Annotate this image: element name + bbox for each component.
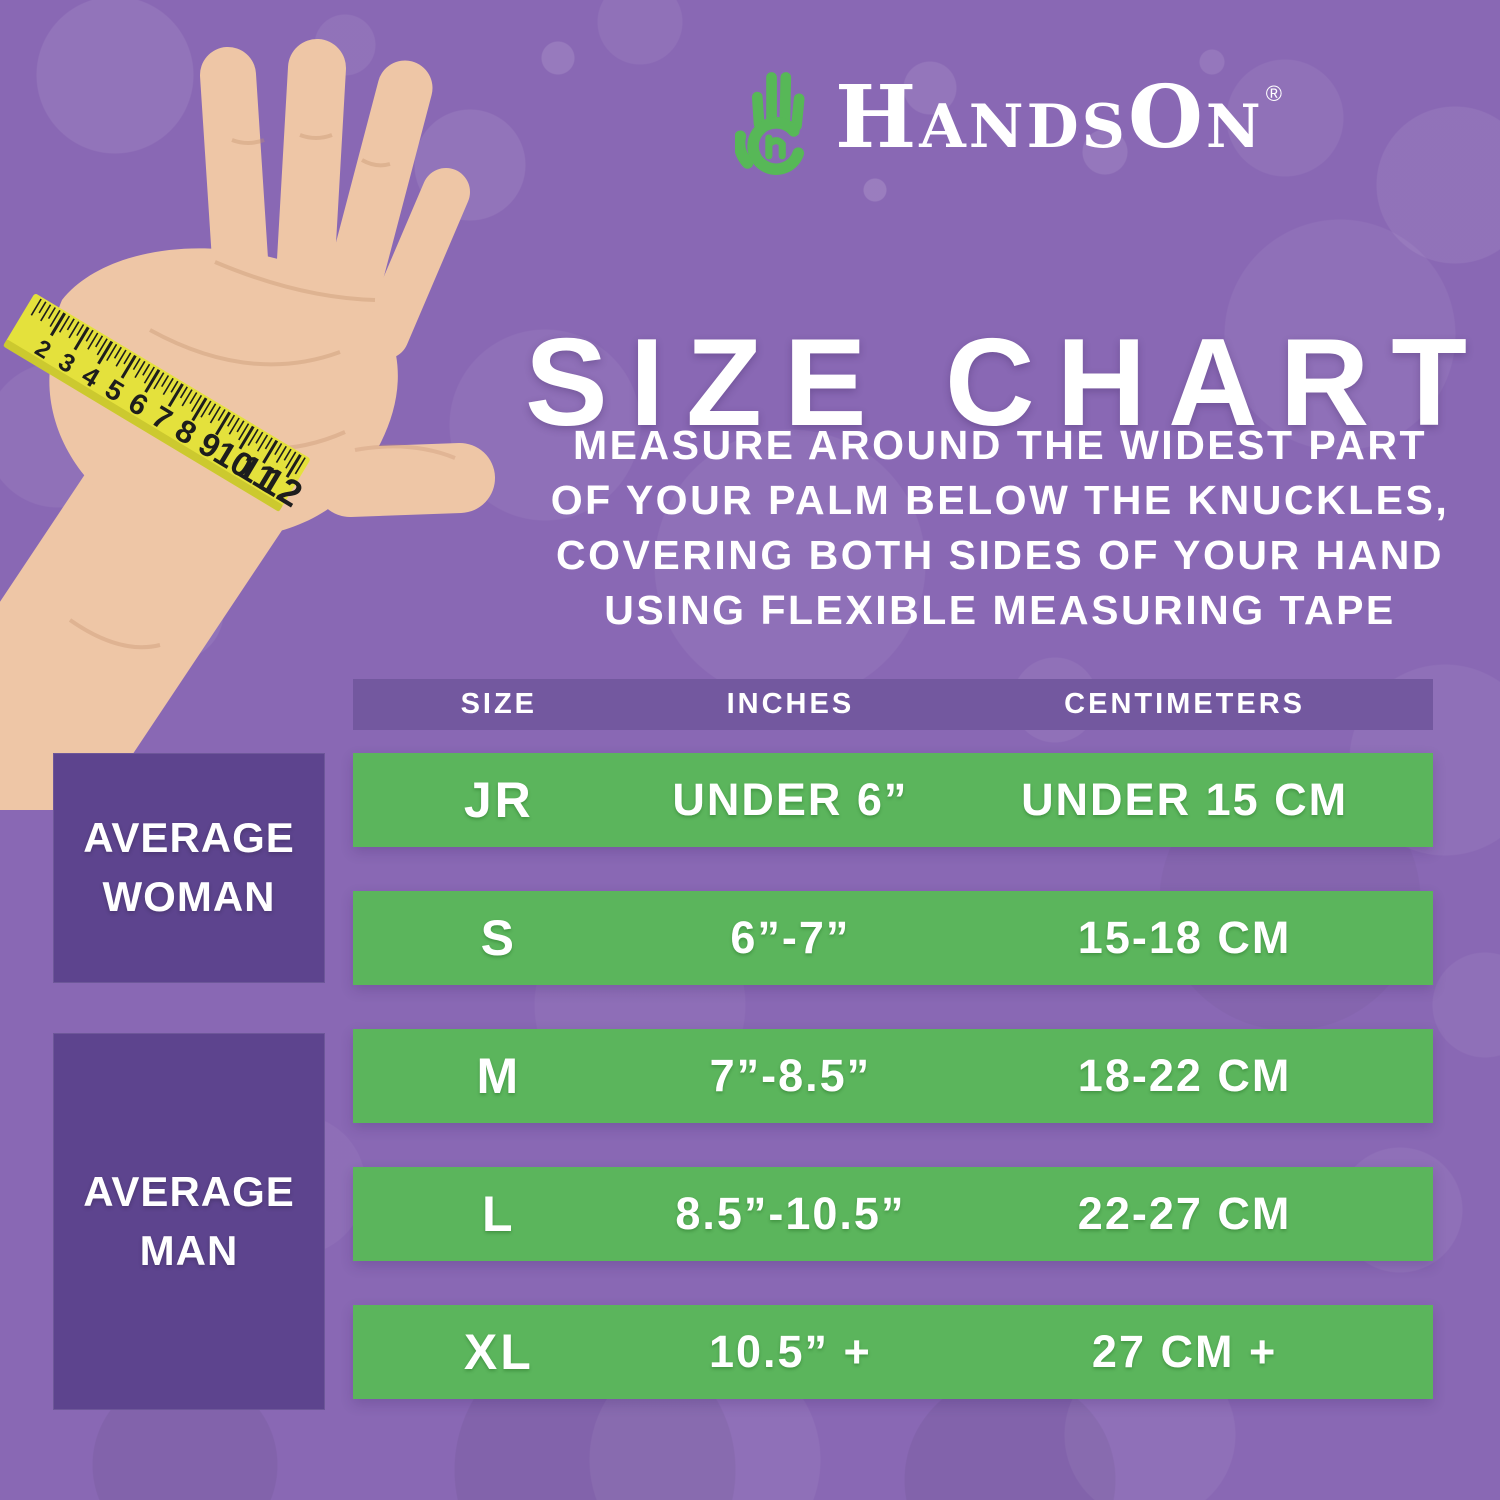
brand-logo: HandsOn ® [735, 55, 1282, 187]
table-header-row: SIZE INCHES CENTIMETERS [353, 679, 1433, 730]
cell-inches: 6”-7” [730, 912, 851, 963]
handson-hand-logo-icon [735, 72, 805, 175]
cell-size: JR [463, 772, 534, 828]
cell-centimeters: 22-27 CM [1077, 1188, 1292, 1239]
group-label-average-woman: AVERAGE WOMAN [53, 753, 325, 983]
palm-shape [49, 248, 398, 539]
cell-centimeters: 27 CM + [1091, 1326, 1278, 1377]
cell-inches: 7”-8.5” [709, 1050, 872, 1101]
measuring-instructions: MEASURE AROUND THE WIDEST PART OF YOUR P… [550, 422, 1450, 633]
cell-size: XL [463, 1324, 534, 1380]
brand-name: HandsOn [835, 67, 1264, 168]
table-row: S 6”-7” 15-18 CM [353, 891, 1433, 985]
thumb-crease [354, 444, 456, 460]
table-row: L 8.5”-10.5” 22-27 CM [353, 1167, 1433, 1261]
cell-centimeters: 18-22 CM [1077, 1050, 1292, 1101]
table-row: XL 10.5” + 27 CM + [353, 1305, 1433, 1399]
column-header-centimeters: CENTIMETERS [1064, 688, 1305, 720]
cell-inches: UNDER 6” [672, 774, 909, 825]
thumb-shape [315, 443, 495, 517]
group-label-average-man: AVERAGE MAN [53, 1033, 325, 1410]
registered-trademark-icon: ® [1265, 81, 1282, 106]
table-row: M 7”-8.5” 18-22 CM [353, 1029, 1433, 1123]
cell-size: L [482, 1186, 516, 1242]
column-header-inches: INCHES [726, 688, 855, 720]
size-table: SIZE INCHES CENTIMETERS JR UNDER 6” UNDER … [353, 679, 1433, 1399]
table-body: JR UNDER 6” UNDER 15 CM S 6”-7” 15-18 CM M 7”-8… [353, 753, 1433, 1399]
column-header-size: SIZE [460, 688, 538, 720]
cell-centimeters: 15-18 CM [1077, 912, 1292, 963]
cell-size: S [480, 910, 517, 966]
cell-inches: 8.5”-10.5” [675, 1188, 906, 1239]
cell-inches: 10.5” + [708, 1326, 872, 1377]
cell-size: M [476, 1048, 522, 1104]
page-title: SIZE CHART [525, 314, 1489, 453]
cell-centimeters: UNDER 15 CM [1021, 774, 1349, 825]
table-row: JR UNDER 6” UNDER 15 CM [353, 753, 1433, 847]
